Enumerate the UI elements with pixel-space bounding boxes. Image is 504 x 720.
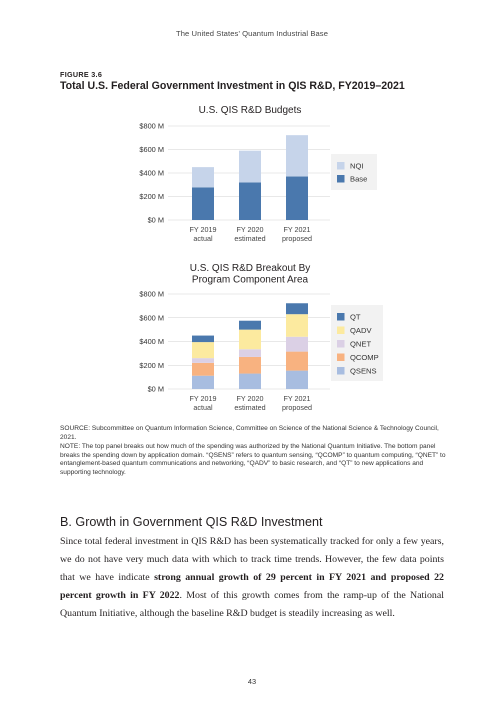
bar-qt-0 xyxy=(192,335,214,343)
legend-label-qadv: QADV xyxy=(350,326,372,335)
legend-label-nqi: NQI xyxy=(350,162,364,171)
x-tick-label: FY 2020 xyxy=(236,394,263,403)
figure-source: SOURCE: Subcommittee on Quantum Informat… xyxy=(60,425,439,441)
bar-base-2 xyxy=(286,176,308,220)
legend-swatch-qnet xyxy=(337,340,345,348)
bar-qadv-1 xyxy=(239,329,261,350)
legend-swatch-qsens xyxy=(337,367,345,375)
chart-title: U.S. QIS R&D Breakout By xyxy=(190,263,311,274)
x-tick-label: FY 2019 xyxy=(189,394,216,403)
legend-swatch-nqi xyxy=(337,162,345,170)
figure-note: NOTE: The top panel breaks out how much … xyxy=(60,443,446,476)
y-tick-label: $800 M xyxy=(139,290,164,299)
x-tick-label: proposed xyxy=(282,403,312,412)
x-tick-label: FY 2021 xyxy=(283,394,310,403)
bar-qnet-2 xyxy=(286,336,308,352)
y-tick-label: $400 M xyxy=(139,169,164,178)
legend-label-qcomp: QCOMP xyxy=(350,353,379,362)
body-text-emphasis: strong annual growth of 29 percent in FY… xyxy=(60,572,444,601)
bar-qt-1 xyxy=(239,320,261,330)
bar-nqi-2 xyxy=(286,135,308,177)
bar-qt-2 xyxy=(286,303,308,315)
bar-qcomp-0 xyxy=(192,362,214,376)
legend-swatch-base xyxy=(337,175,345,183)
bar-qsens-1 xyxy=(239,373,261,389)
bar-qcomp-2 xyxy=(286,351,308,371)
chart-title: Program Component Area xyxy=(192,275,309,286)
body-paragraph: Since total federal investment in QIS R&… xyxy=(60,533,444,623)
x-tick-label: FY 2021 xyxy=(283,225,310,234)
body-text-lead: Since total federal investment in QIS R&… xyxy=(60,536,444,583)
bar-base-1 xyxy=(239,182,261,220)
legend-label-qt: QT xyxy=(350,313,361,322)
legend-label-base: Base xyxy=(350,175,367,184)
legend-swatch-qt xyxy=(337,313,345,321)
y-tick-label: $800 M xyxy=(139,122,164,131)
bar-qadv-2 xyxy=(286,314,308,337)
bar-qnet-1 xyxy=(239,349,261,357)
page-number: 43 xyxy=(247,677,257,686)
x-tick-label: FY 2019 xyxy=(189,225,216,234)
legend-label-qnet: QNET xyxy=(350,340,371,349)
legend-box xyxy=(331,154,377,190)
legend-label-qsens: QSENS xyxy=(350,367,377,376)
x-tick-label: estimated xyxy=(234,403,265,412)
x-tick-label: FY 2020 xyxy=(236,225,263,234)
bar-base-0 xyxy=(192,187,214,220)
y-tick-label: $400 M xyxy=(139,337,164,346)
legend-swatch-qcomp xyxy=(337,353,345,361)
y-tick-label: $200 M xyxy=(139,192,164,201)
y-tick-label: $0 M xyxy=(148,385,164,394)
y-tick-label: $200 M xyxy=(139,361,164,370)
bar-qadv-0 xyxy=(192,342,214,359)
bar-qcomp-1 xyxy=(239,356,261,374)
body-text-tail: . Most of this growth comes from the ram… xyxy=(60,590,444,619)
y-tick-label: $0 M xyxy=(148,216,164,225)
figure-title: Total U.S. Federal Government Investment… xyxy=(60,80,405,92)
y-tick-label: $600 M xyxy=(139,145,164,154)
figure-label: FIGURE 3.6 xyxy=(60,70,103,79)
x-tick-label: actual xyxy=(193,403,213,412)
bar-nqi-0 xyxy=(192,167,214,188)
x-tick-label: actual xyxy=(193,234,213,243)
x-tick-label: estimated xyxy=(234,234,265,243)
bar-qsens-0 xyxy=(192,375,214,389)
section-heading: B. Growth in Government QIS R&D Investme… xyxy=(60,515,323,529)
y-tick-label: $600 M xyxy=(139,313,164,322)
bar-qnet-0 xyxy=(192,358,214,363)
bar-nqi-1 xyxy=(239,150,261,183)
running-header: The United States’ Quantum Industrial Ba… xyxy=(175,29,329,38)
chart-title: U.S. QIS R&D Budgets xyxy=(199,105,302,116)
bar-qsens-2 xyxy=(286,370,308,389)
x-tick-label: proposed xyxy=(282,234,312,243)
legend-swatch-qadv xyxy=(337,326,345,334)
budget-chart: U.S. QIS R&D Budgets $0 M $200 M $400 M $600… xyxy=(139,105,377,243)
